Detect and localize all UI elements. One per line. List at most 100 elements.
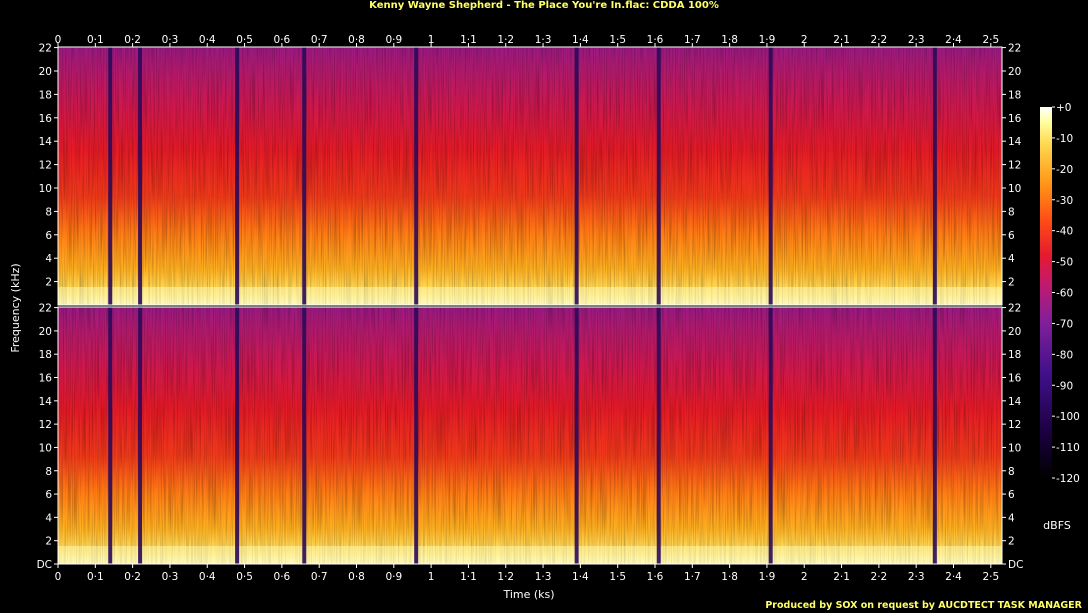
x-tick-label: 0·5 xyxy=(236,571,253,583)
y-tick-label: 16 xyxy=(1008,113,1022,125)
y-tick-label: 2 xyxy=(45,277,52,289)
track-gap-3 xyxy=(235,47,240,305)
colorbar-label: dBFS xyxy=(1043,519,1071,532)
y-tick-label: 18 xyxy=(1008,349,1021,361)
x-tick-label: 2·5 xyxy=(982,571,999,583)
x-tick-label: 2 xyxy=(801,571,808,583)
x-tick-label: 0·1 xyxy=(87,571,104,583)
y-tick-label: 14 xyxy=(39,396,53,408)
x-tick-label: 0·1 xyxy=(87,34,104,46)
channel-2-texture xyxy=(58,307,1002,564)
colorbar-tick-label: -110 xyxy=(1056,442,1080,454)
x-tick-label: 1·9 xyxy=(759,571,776,583)
x-tick-label: 0·7 xyxy=(311,571,328,583)
x-tick-label: 2·2 xyxy=(871,571,888,583)
colorbar-tick-label: -70 xyxy=(1056,318,1073,330)
colorbar-tick-label: -20 xyxy=(1056,164,1073,176)
track-gap-3 xyxy=(235,307,240,564)
colorbar-tick-label: -120 xyxy=(1056,473,1080,485)
colorbar-tick-label: -30 xyxy=(1056,195,1073,207)
y-tick-label: DC xyxy=(37,559,52,571)
y-tick-label: 18 xyxy=(1008,89,1021,101)
x-tick-label: 0·2 xyxy=(124,34,141,46)
track-gap-6 xyxy=(574,307,579,564)
x-tick-label: 0·4 xyxy=(199,34,216,46)
colorbar-tick-label: -80 xyxy=(1056,349,1073,361)
channel-2-low-band xyxy=(58,546,1002,564)
track-gap-9 xyxy=(932,47,937,305)
x-tick-label: 1·6 xyxy=(647,34,664,46)
y-tick-label: 22 xyxy=(1008,303,1021,315)
track-gap-1 xyxy=(108,47,113,305)
x-tick-label: 1·5 xyxy=(609,571,626,583)
y-tick-label: 8 xyxy=(1008,466,1015,478)
x-tick-label: 2·1 xyxy=(833,571,850,583)
x-tick-label: 2·4 xyxy=(945,34,962,46)
y-tick-label: 2 xyxy=(45,536,52,548)
y-tick-label: 16 xyxy=(39,373,53,385)
y-tick-label: 12 xyxy=(39,160,52,172)
x-tick-label: 0 xyxy=(55,571,62,583)
y-tick-label: 10 xyxy=(1008,442,1021,454)
track-gap-8 xyxy=(768,307,773,564)
channel-1-frame xyxy=(57,46,1003,306)
x-tick-label: 0·3 xyxy=(162,571,179,583)
x-tick-label: 2·4 xyxy=(945,571,962,583)
x-tick-label: 0·9 xyxy=(385,34,402,46)
x-tick-label: 0·3 xyxy=(162,34,179,46)
y-tick-label: 14 xyxy=(39,136,53,148)
y-tick-label: 2 xyxy=(1008,277,1015,289)
chart-title: Kenny Wayne Shepherd - The Place You're … xyxy=(369,0,719,11)
x-tick-label: 1·3 xyxy=(535,571,552,583)
x-tick-label: 0·9 xyxy=(385,571,402,583)
y-tick-label: 12 xyxy=(1008,419,1021,431)
x-tick-label: 1·6 xyxy=(647,571,664,583)
y-tick-label: 12 xyxy=(1008,160,1021,172)
x-tick-label: 2 xyxy=(801,34,808,46)
x-tick-label: 2·2 xyxy=(871,34,888,46)
channel-1-texture xyxy=(58,47,1002,305)
x-tick-label: 1·8 xyxy=(721,571,738,583)
y-tick-label: 6 xyxy=(45,230,52,242)
track-gap-7 xyxy=(656,307,661,564)
x-tick-label: 1·7 xyxy=(684,34,701,46)
y-tick-label: 4 xyxy=(1008,253,1015,265)
footer-credit: Produced by SOX on request by AUCDTECT T… xyxy=(765,600,1082,611)
x-axis-label: Time (ks) xyxy=(502,588,554,601)
track-gap-5 xyxy=(414,47,419,305)
track-gap-4 xyxy=(302,307,307,564)
y-tick-label: 14 xyxy=(1008,136,1022,148)
y-tick-label: 6 xyxy=(1008,230,1015,242)
y-tick-label: 6 xyxy=(1008,489,1015,501)
track-gap-6 xyxy=(574,47,579,305)
y-tick-label: 10 xyxy=(1008,183,1021,195)
x-tick-label: 1·4 xyxy=(572,571,589,583)
y-tick-label: 4 xyxy=(45,253,52,265)
colorbar-tick-label: -50 xyxy=(1056,257,1073,269)
track-gap-9 xyxy=(932,307,937,564)
x-tick-label: 2·5 xyxy=(982,34,999,46)
track-gap-7 xyxy=(656,47,661,305)
x-tick-label: 1·9 xyxy=(759,34,776,46)
y-tick-label: 20 xyxy=(39,66,52,78)
x-tick-label: 1·3 xyxy=(535,34,552,46)
x-tick-label: 0·7 xyxy=(311,34,328,46)
x-tick-label: 1 xyxy=(428,571,435,583)
colorbar-tick-label: -10 xyxy=(1056,133,1073,145)
x-tick-label: 2·1 xyxy=(833,34,850,46)
y-tick-label: 8 xyxy=(45,466,52,478)
y-tick-label: 14 xyxy=(1008,396,1022,408)
y-tick-label: 4 xyxy=(1008,512,1015,524)
colorbar-tick-label: -100 xyxy=(1056,411,1080,423)
x-tick-label: 0·4 xyxy=(199,571,216,583)
y-tick-label: 8 xyxy=(1008,206,1015,218)
y-tick-label: 20 xyxy=(1008,326,1021,338)
y-tick-label: 20 xyxy=(39,326,52,338)
x-tick-label: 1·1 xyxy=(460,34,477,46)
track-gap-4 xyxy=(302,47,307,305)
x-tick-label: 2·3 xyxy=(908,34,925,46)
y-tick-label: 16 xyxy=(1008,373,1022,385)
x-tick-label: 2·3 xyxy=(908,571,925,583)
x-tick-label: 0·6 xyxy=(274,34,291,46)
x-tick-label: 0·8 xyxy=(348,34,365,46)
